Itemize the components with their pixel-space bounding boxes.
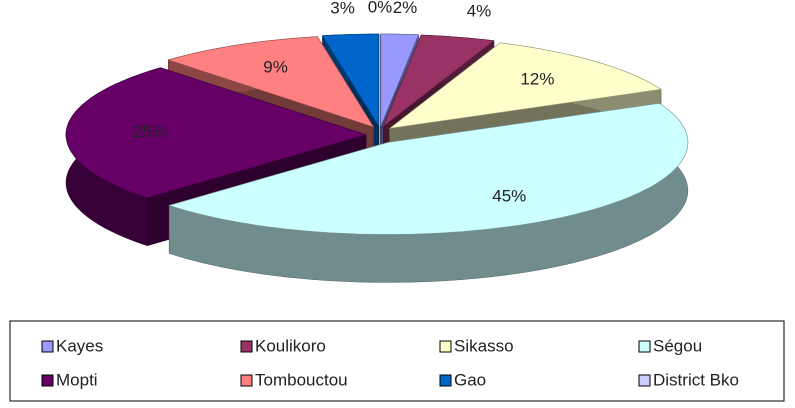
- data-label: 4%: [467, 2, 492, 21]
- slice: [388, 42, 662, 129]
- legend-swatch: [439, 374, 452, 387]
- legend-label: Sikasso: [454, 336, 514, 355]
- data-label: 3%: [330, 0, 355, 17]
- legend-swatch: [240, 340, 253, 353]
- data-label: 9%: [263, 57, 288, 76]
- data-label: 0%: [368, 0, 393, 17]
- legend-label: District Bko: [653, 370, 739, 389]
- slice: [167, 36, 375, 128]
- legend-swatch: [41, 374, 54, 387]
- legend-label: Tombouctou: [255, 370, 348, 389]
- legend-swatch: [41, 340, 54, 353]
- legend-label: Kayes: [56, 336, 103, 355]
- slice: [65, 67, 368, 199]
- slice: [380, 33, 419, 127]
- slice: [321, 33, 380, 128]
- legend-label: Mopti: [56, 370, 98, 389]
- legend-label: Gao: [454, 370, 486, 389]
- data-label: 12%: [520, 70, 554, 89]
- slice: [382, 34, 495, 128]
- legend-swatch: [638, 340, 651, 353]
- legend-swatch: [439, 340, 452, 353]
- data-label: 45%: [492, 187, 526, 206]
- legend-box: [9, 320, 785, 402]
- data-label: 2%: [393, 0, 418, 17]
- legend-swatch: [240, 374, 253, 387]
- legend-swatch: [638, 374, 651, 387]
- legend-label: Ségou: [653, 336, 702, 355]
- legend-label: Koulikoro: [255, 336, 326, 355]
- data-label: 25%: [133, 122, 167, 141]
- slice: [168, 102, 689, 235]
